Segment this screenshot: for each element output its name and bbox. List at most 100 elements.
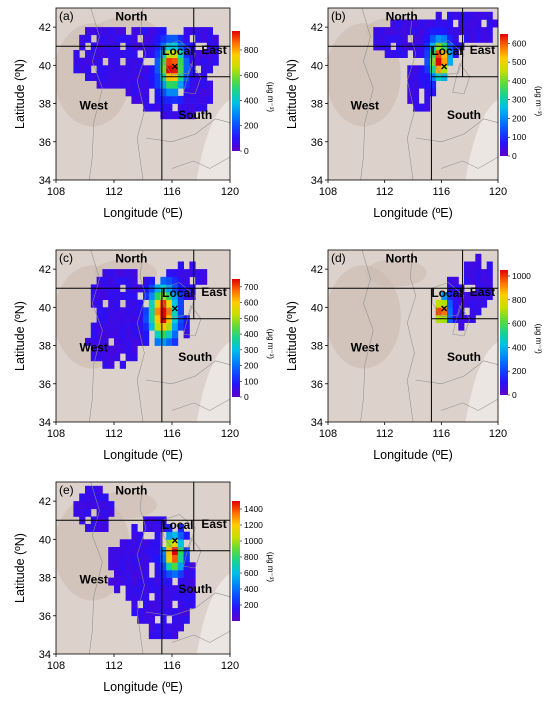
region-label-local: Local: [162, 286, 193, 300]
heatmap-cell: [475, 253, 482, 262]
heatmap-cell: [486, 261, 493, 270]
heatmap-cell: [96, 73, 103, 81]
heatmap-cell: [131, 577, 138, 586]
heatmap-cell: [125, 65, 132, 74]
heatmap-cell: [114, 315, 121, 323]
heatmap-cell: [90, 337, 97, 346]
province-boundary: [415, 360, 498, 385]
colorbar-tick-label: 600: [244, 298, 258, 308]
y-tick-label: 40: [39, 534, 51, 546]
heatmap-cell: [189, 261, 196, 270]
heatmap-cell: [166, 562, 173, 571]
heatmap-cell: [384, 50, 391, 58]
heatmap-cell: [137, 299, 144, 308]
heatmap-cell: [189, 27, 196, 36]
heatmap-cell: [125, 539, 132, 548]
heatmap-cell: [486, 19, 493, 28]
region-label-west: West: [79, 572, 107, 586]
plot-frame: [55, 249, 231, 423]
heatmap-cell: [189, 577, 196, 586]
heatmap-cell: [486, 292, 493, 300]
heatmap-cell: [85, 27, 92, 36]
heatmap-cell: [177, 608, 184, 617]
heatmap-cell: [424, 73, 431, 81]
heatmap-cell: [189, 269, 196, 278]
heatmap-cell: [119, 307, 126, 316]
heatmap-cell: [435, 11, 442, 20]
heatmap-cell: [119, 562, 126, 571]
colorbar-tick-label: 1000: [244, 536, 263, 546]
heatmap-cell: [413, 65, 420, 74]
heatmap-cell: [96, 524, 103, 532]
colorbar-unit: (μg m⁻³): [266, 329, 275, 359]
heatmap-cell: [435, 57, 442, 66]
heatmap-cell: [102, 337, 109, 346]
heatmap-cell: [160, 608, 167, 617]
province-boundary: [161, 282, 196, 318]
heatmap-cell: [102, 524, 109, 532]
heatmap-cell: [125, 50, 132, 58]
heatmap-cell: [154, 623, 161, 632]
heatmap-cell: [447, 34, 454, 43]
heatmap-cell: [430, 34, 437, 43]
map-area: × North East Local West South: [56, 250, 230, 422]
heatmap-cell: [166, 50, 173, 58]
heatmap-cell: [206, 27, 213, 36]
heatmap-cell: [183, 592, 190, 601]
heatmap-cell: [148, 554, 155, 563]
x-tick-label: 108: [319, 186, 337, 198]
heatmap-cell: [172, 95, 179, 104]
heatmap-cell: [469, 27, 476, 36]
heatmap-cell: [85, 34, 92, 43]
heatmap-cell: [195, 34, 202, 43]
y-axis-label: Latitude (ºN): [285, 301, 299, 371]
heatmap-cell: [148, 50, 155, 58]
heatmap-cell: [183, 34, 190, 43]
colorbar-tick-label: 0: [244, 392, 249, 402]
heatmap-cell: [137, 65, 144, 74]
heatmap-cell: [160, 276, 167, 285]
region-label-south: South: [447, 108, 481, 122]
panel-d: × North East Local West South 108 112 116 120 34 36…: [285, 249, 543, 462]
heatmap-cell: [201, 57, 208, 66]
heatmap-cell: [183, 608, 190, 617]
heatmap-cell: [96, 322, 103, 331]
heatmap-cell: [424, 50, 431, 58]
terrain-plain: [465, 341, 498, 422]
heatmap-cell: [154, 608, 161, 617]
heatmap-cell: [125, 315, 132, 323]
heatmap-cell: [177, 307, 184, 316]
heatmap-cell: [413, 34, 420, 43]
heatmap-cell: [131, 531, 138, 540]
heatmap-cell: [137, 80, 144, 89]
heatmap-cell: [195, 95, 202, 104]
heatmap-cell: [160, 50, 167, 58]
heatmap-cell: [452, 34, 459, 43]
heatmap-cell: [183, 57, 190, 66]
heatmap-cell: [172, 307, 179, 316]
colorbar: [232, 501, 240, 621]
plot-frame: [327, 249, 499, 423]
heatmap-cell: [160, 562, 167, 571]
heatmap-cell: [177, 111, 184, 120]
province-boundary: [431, 40, 465, 76]
colorbar-tick-label: 0: [512, 390, 517, 400]
heatmap-cell: [143, 562, 150, 571]
heatmap-cell: [125, 345, 132, 354]
heatmap-cell: [183, 292, 190, 300]
heatmap-cell: [177, 65, 184, 74]
heatmap-cell: [166, 65, 173, 74]
heatmap-cell: [475, 276, 482, 285]
heatmap-cell: [172, 57, 179, 66]
heatmap-cell: [148, 608, 155, 617]
heatmap-cell: [154, 631, 161, 640]
heatmap-cell: [137, 585, 144, 594]
heatmap-cell: [172, 65, 179, 74]
heatmap-cell: [125, 276, 132, 285]
heatmap-cell: [90, 493, 97, 502]
heatmap-cell: [177, 80, 184, 89]
province-boundary: [161, 514, 196, 550]
heatmap-cell: [131, 562, 138, 571]
heatmap-cell: [441, 307, 448, 316]
heatmap-cell: [131, 592, 138, 601]
